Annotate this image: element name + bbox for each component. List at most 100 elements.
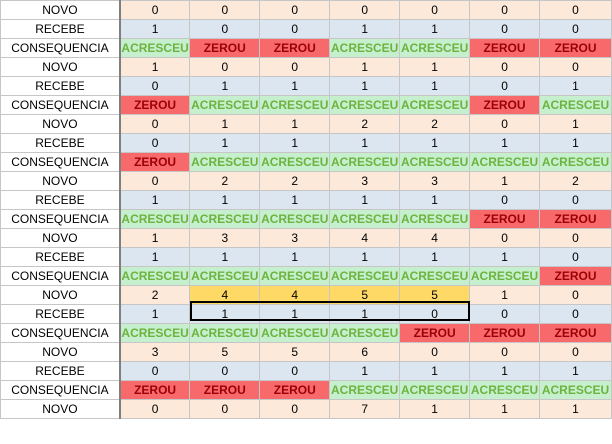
value-cell[interactable]: 1 <box>399 19 471 39</box>
value-cell[interactable]: 0 <box>259 19 331 39</box>
value-cell[interactable]: 1 <box>399 76 471 96</box>
value-cell[interactable]: 0 <box>119 171 191 191</box>
status-cell[interactable]: ACRESCEU <box>329 95 401 115</box>
status-cell[interactable]: ZEROU <box>469 38 541 58</box>
status-cell[interactable]: ACRESCEU <box>329 152 401 172</box>
value-cell[interactable]: 0 <box>469 342 541 362</box>
value-cell[interactable]: 1 <box>259 76 331 96</box>
value-cell[interactable]: 1 <box>329 57 401 77</box>
value-cell[interactable]: 2 <box>189 171 261 191</box>
status-cell[interactable]: ACRESCEU <box>259 266 331 286</box>
value-cell[interactable]: 0 <box>259 0 331 20</box>
value-cell[interactable]: 0 <box>469 19 541 39</box>
value-cell[interactable]: 1 <box>119 304 191 324</box>
value-cell[interactable]: 1 <box>119 19 191 39</box>
row-label-cell[interactable]: CONSEQUENCIA <box>0 323 121 343</box>
status-cell[interactable]: ZEROU <box>399 323 471 343</box>
value-cell[interactable]: 1 <box>329 190 401 210</box>
value-cell[interactable]: 2 <box>119 285 191 305</box>
value-cell[interactable]: 1 <box>399 247 471 267</box>
value-cell[interactable]: 1 <box>119 190 191 210</box>
value-cell[interactable]: 4 <box>399 228 471 248</box>
status-cell[interactable]: ACRESCEU <box>119 38 191 58</box>
value-cell[interactable]: 0 <box>119 361 191 381</box>
value-cell[interactable]: 0 <box>189 361 261 381</box>
value-cell[interactable]: 5 <box>259 342 331 362</box>
value-cell[interactable]: 0 <box>469 190 541 210</box>
value-cell[interactable]: 2 <box>329 114 401 134</box>
value-cell[interactable]: 1 <box>189 114 261 134</box>
row-label-cell[interactable]: CONSEQUENCIA <box>0 95 121 115</box>
value-cell[interactable]: 0 <box>539 285 612 305</box>
value-cell[interactable]: 0 <box>539 342 612 362</box>
value-cell[interactable]: 5 <box>329 285 401 305</box>
value-cell[interactable]: 5 <box>399 285 471 305</box>
value-cell[interactable]: 1 <box>399 133 471 153</box>
value-cell[interactable]: 0 <box>539 190 612 210</box>
status-cell[interactable]: ZEROU <box>539 266 612 286</box>
value-cell[interactable]: 1 <box>329 247 401 267</box>
row-label-cell[interactable]: CONSEQUENCIA <box>0 152 121 172</box>
status-cell[interactable]: ACRESCEU <box>259 323 331 343</box>
status-cell[interactable]: ZEROU <box>539 209 612 229</box>
value-cell[interactable]: 1 <box>469 171 541 191</box>
value-cell[interactable]: 1 <box>539 114 612 134</box>
row-label-cell[interactable]: NOVO <box>0 399 121 419</box>
row-label-cell[interactable]: NOVO <box>0 114 121 134</box>
value-cell[interactable]: 3 <box>329 171 401 191</box>
status-cell[interactable]: ACRESCEU <box>329 323 401 343</box>
row-label-cell[interactable]: CONSEQUENCIA <box>0 38 121 58</box>
row-label-cell[interactable]: CONSEQUENCIA <box>0 209 121 229</box>
value-cell[interactable]: 0 <box>539 228 612 248</box>
value-cell[interactable]: 0 <box>119 76 191 96</box>
row-label-cell[interactable]: RECEBE <box>0 190 121 210</box>
status-cell[interactable]: ACRESCEU <box>329 38 401 58</box>
status-cell[interactable]: ZEROU <box>469 209 541 229</box>
status-cell[interactable]: ACRESCEU <box>189 95 261 115</box>
status-cell[interactable]: ACRESCEU <box>189 266 261 286</box>
value-cell[interactable]: 1 <box>189 247 261 267</box>
value-cell[interactable]: 0 <box>329 0 401 20</box>
value-cell[interactable]: 4 <box>259 285 331 305</box>
value-cell[interactable]: 1 <box>329 304 401 324</box>
value-cell[interactable]: 0 <box>539 247 612 267</box>
row-label-cell[interactable]: NOVO <box>0 285 121 305</box>
row-label-cell[interactable]: NOVO <box>0 171 121 191</box>
value-cell[interactable]: 1 <box>329 19 401 39</box>
value-cell[interactable]: 1 <box>259 190 331 210</box>
status-cell[interactable]: ACRESCEU <box>469 380 541 400</box>
status-cell[interactable]: ACRESCEU <box>189 323 261 343</box>
value-cell[interactable]: 0 <box>189 19 261 39</box>
value-cell[interactable]: 3 <box>259 228 331 248</box>
value-cell[interactable]: 1 <box>469 133 541 153</box>
value-cell[interactable]: 0 <box>119 114 191 134</box>
row-label-cell[interactable]: RECEBE <box>0 19 121 39</box>
value-cell[interactable]: 1 <box>539 361 612 381</box>
status-cell[interactable]: ACRESCEU <box>539 380 612 400</box>
row-label-cell[interactable]: RECEBE <box>0 133 121 153</box>
status-cell[interactable]: ACRESCEU <box>469 266 541 286</box>
row-label-cell[interactable]: RECEBE <box>0 361 121 381</box>
status-cell[interactable]: ZEROU <box>119 152 191 172</box>
value-cell[interactable]: 1 <box>329 133 401 153</box>
value-cell[interactable]: 0 <box>189 57 261 77</box>
status-cell[interactable]: ACRESCEU <box>119 266 191 286</box>
status-cell[interactable]: ACRESCEU <box>259 209 331 229</box>
value-cell[interactable]: 1 <box>469 361 541 381</box>
value-cell[interactable]: 1 <box>259 247 331 267</box>
row-label-cell[interactable]: CONSEQUENCIA <box>0 380 121 400</box>
status-cell[interactable]: ACRESCEU <box>259 95 331 115</box>
status-cell[interactable]: ACRESCEU <box>189 209 261 229</box>
value-cell[interactable]: 0 <box>469 114 541 134</box>
status-cell[interactable]: ACRESCEU <box>399 266 471 286</box>
status-cell[interactable]: ZEROU <box>539 38 612 58</box>
value-cell[interactable]: 0 <box>189 0 261 20</box>
status-cell[interactable]: ACRESCEU <box>119 323 191 343</box>
status-cell[interactable]: ACRESCEU <box>399 152 471 172</box>
row-label-cell[interactable]: RECEBE <box>0 247 121 267</box>
status-cell[interactable]: ZEROU <box>259 380 331 400</box>
value-cell[interactable]: 0 <box>539 57 612 77</box>
value-cell[interactable]: 0 <box>399 0 471 20</box>
value-cell[interactable]: 5 <box>189 342 261 362</box>
value-cell[interactable]: 6 <box>329 342 401 362</box>
